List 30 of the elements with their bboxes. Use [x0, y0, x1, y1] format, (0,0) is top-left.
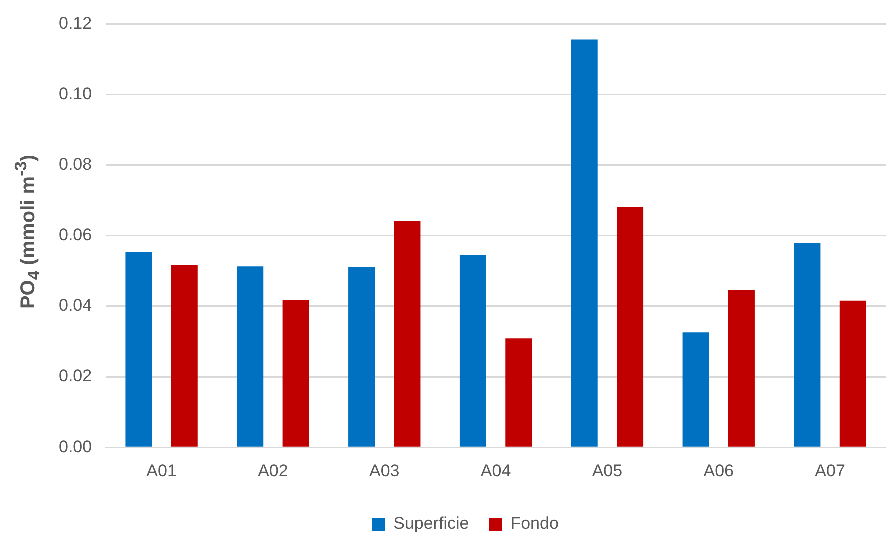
bar: [126, 252, 152, 447]
bar: [237, 266, 264, 447]
y-tick-label: 0.08: [58, 155, 92, 174]
bar: [840, 300, 866, 447]
bar: [460, 254, 486, 447]
bar: [794, 242, 821, 447]
bar: [617, 206, 644, 447]
y-tick-label: 0.10: [58, 84, 92, 104]
x-tick-label: A04: [480, 461, 512, 480]
bar: [282, 300, 310, 447]
legend-label: Fondo: [510, 514, 559, 534]
y-tick-label: 0.02: [58, 366, 92, 386]
bar: [728, 290, 755, 447]
y-tick-label: 0.06: [58, 226, 92, 245]
y-tick-label: 0.00: [58, 437, 92, 456]
x-tick-label: A01: [146, 461, 177, 480]
bar: [171, 266, 198, 447]
x-tick-label: A07: [815, 461, 846, 480]
x-tick-label: A02: [258, 461, 288, 480]
bar: [571, 40, 598, 447]
bar: [394, 221, 421, 447]
x-tick-label: A05: [592, 461, 623, 480]
y-tick-label: 0.04: [58, 296, 92, 316]
legend-label: Superficie: [394, 514, 470, 534]
x-tick-label: A03: [370, 461, 400, 480]
bar: [348, 267, 376, 447]
bar: [506, 338, 532, 447]
x-tick-label: A06: [704, 461, 734, 480]
bar: [682, 332, 710, 447]
y-tick-label: 0.12: [58, 14, 92, 33]
